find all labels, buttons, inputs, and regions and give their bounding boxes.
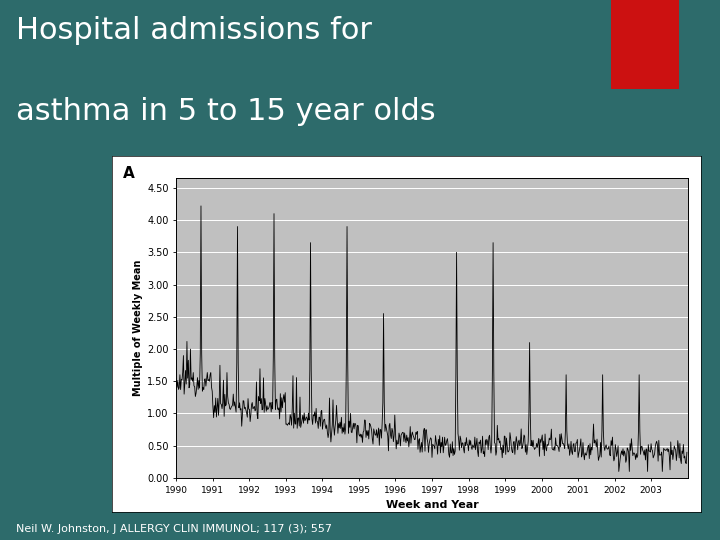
Text: Neil W. Johnston, J ALLERGY CLIN IMMUNOL; 117 (3); 557: Neil W. Johnston, J ALLERGY CLIN IMMUNOL…	[16, 523, 332, 534]
Text: Hospital admissions for: Hospital admissions for	[16, 16, 372, 45]
Text: asthma in 5 to 15 year olds: asthma in 5 to 15 year olds	[16, 97, 436, 126]
Text: A: A	[123, 166, 135, 181]
Y-axis label: Multiple of Weekly Mean: Multiple of Weekly Mean	[133, 260, 143, 396]
X-axis label: Week and Year: Week and Year	[386, 500, 478, 510]
